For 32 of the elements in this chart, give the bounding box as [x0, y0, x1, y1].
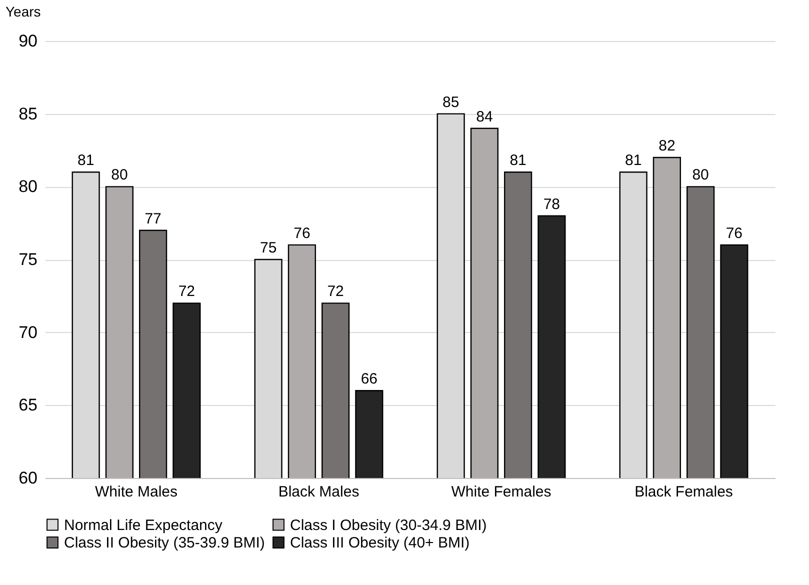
- y-tick-label: 70: [18, 322, 38, 342]
- y-tick-label: 60: [18, 468, 38, 488]
- data-label: 72: [327, 283, 344, 300]
- data-label: 75: [260, 240, 277, 256]
- y-tick-label: 80: [18, 177, 38, 196]
- y-axis-title: Years: [6, 4, 41, 20]
- data-label: 76: [726, 224, 743, 242]
- data-label: 81: [624, 152, 642, 170]
- x-tick-label: White Males: [94, 484, 178, 500]
- y-tick-label: 90: [18, 32, 38, 50]
- x-tick-label: White Females: [451, 484, 552, 500]
- x-tick-label: Black Males: [278, 484, 360, 500]
- data-label: 66: [360, 370, 378, 388]
- data-label: 77: [144, 210, 162, 228]
- data-label: 81: [510, 152, 526, 170]
- legend-label: Class II Obesity (35-39.9 BMI): [64, 534, 265, 552]
- data-label: 72: [178, 283, 196, 300]
- data-label: 80: [111, 166, 128, 184]
- y-tick-label: 75: [18, 250, 38, 269]
- data-label: 80: [692, 166, 709, 184]
- y-tick-label: 85: [18, 104, 38, 124]
- legend-label: Class I Obesity (30-34.9 BMI): [290, 516, 487, 534]
- y-tick-label: 65: [18, 396, 38, 415]
- data-label: 84: [476, 108, 493, 126]
- data-label: 81: [77, 152, 94, 170]
- data-label: 76: [294, 224, 310, 242]
- x-tick-label: Black Females: [634, 484, 733, 500]
- legend-label: Normal Life Expectancy: [64, 516, 223, 534]
- data-label: 78: [543, 196, 560, 213]
- legend-label: Class III Obesity (40+ BMI): [290, 534, 470, 552]
- data-label: 85: [442, 94, 460, 111]
- data-label: 82: [658, 138, 676, 155]
